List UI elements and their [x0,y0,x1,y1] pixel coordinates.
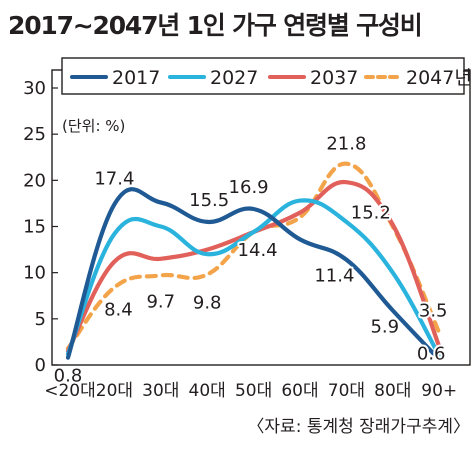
plot-frame [51,69,471,366]
data-label-21-8: 21.8 [326,134,366,155]
x-tick-label: 60대 [281,381,318,401]
data-label-5-9: 5.9 [370,317,399,338]
legend-label-2017: 2017 [112,67,160,89]
data-label-15-5: 15.5 [189,190,229,211]
x-tick-label: 50대 [235,381,272,401]
legend-label-2027: 2027 [210,67,258,89]
data-label-14-4: 14.4 [238,240,278,261]
legend-label-2047년: 2047년 [406,67,472,89]
data-label-15-2: 15.2 [351,203,391,224]
y-tick-label: 5 [35,309,46,330]
data-label-3-5: 3.5 [419,301,448,322]
x-tick-label: 40대 [189,381,226,401]
x-tick-label: 20대 [96,381,133,401]
y-tick-label: 10 [23,263,46,284]
y-tick-label: 15 [23,217,46,238]
data-label-0-6: 0.6 [417,343,446,364]
series-line-2027 [65,198,442,358]
data-label-16-9: 16.9 [229,177,269,198]
chart-title: 2017~2047년 1인 가구 연령별 구성비 [8,11,423,40]
data-label-17-4: 17.4 [94,168,134,189]
x-tick-label: <20대 [44,381,96,401]
y-tick-label: 0 [35,355,46,376]
data-label-11-4: 11.4 [314,266,354,287]
y-tick-label: 25 [23,124,46,145]
x-tick-label: 80대 [374,381,411,401]
unit-note: (단위: %) [62,117,125,135]
series-line-2017 [65,187,442,362]
source-note: 〈자료: 통계청 장래가구추계〉 [247,417,470,437]
data-label-9-7: 9.7 [146,291,175,312]
data-label-9-8: 9.8 [193,293,222,314]
x-tick-label: 70대 [328,381,365,401]
y-tick-label: 20 [23,170,46,191]
y-tick-label: 30 [23,78,46,99]
x-tick-label: 90+ [421,381,457,401]
data-label-8-4: 8.4 [104,299,133,320]
x-tick-label: 30대 [142,381,179,401]
legend-label-2037: 2037 [310,67,358,89]
data-label-0-8: 0.8 [54,366,83,387]
